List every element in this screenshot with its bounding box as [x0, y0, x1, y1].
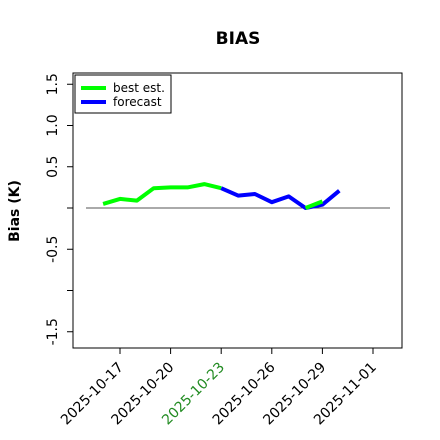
y-tick-label: -1.5 — [45, 318, 61, 345]
x-axis: 2025-10-172025-10-202025-10-232025-10-26… — [58, 348, 380, 428]
y-tick-label: 1.0 — [45, 114, 61, 136]
legend-box — [74, 74, 172, 114]
plot-frame — [72, 72, 403, 349]
y-axis-label: Bias (K) — [7, 180, 23, 242]
series-line-best-est — [304, 199, 324, 210]
series-line-forecast — [220, 186, 341, 210]
series-layer — [102, 182, 341, 210]
y-tick-label: 1.5 — [45, 73, 61, 95]
chart-title: BIAS — [216, 29, 261, 49]
y-axis: -1.5 -0.5 0.5 1.0 1.5 — [45, 73, 73, 345]
series-line-best-est — [102, 182, 222, 206]
legend-label-best-est: best est. — [113, 81, 165, 95]
legend: best est. forecast — [74, 74, 172, 114]
y-tick-label: -0.5 — [45, 236, 61, 263]
y-tick-label: 0.5 — [45, 156, 61, 178]
legend-label-forecast: forecast — [113, 95, 162, 109]
